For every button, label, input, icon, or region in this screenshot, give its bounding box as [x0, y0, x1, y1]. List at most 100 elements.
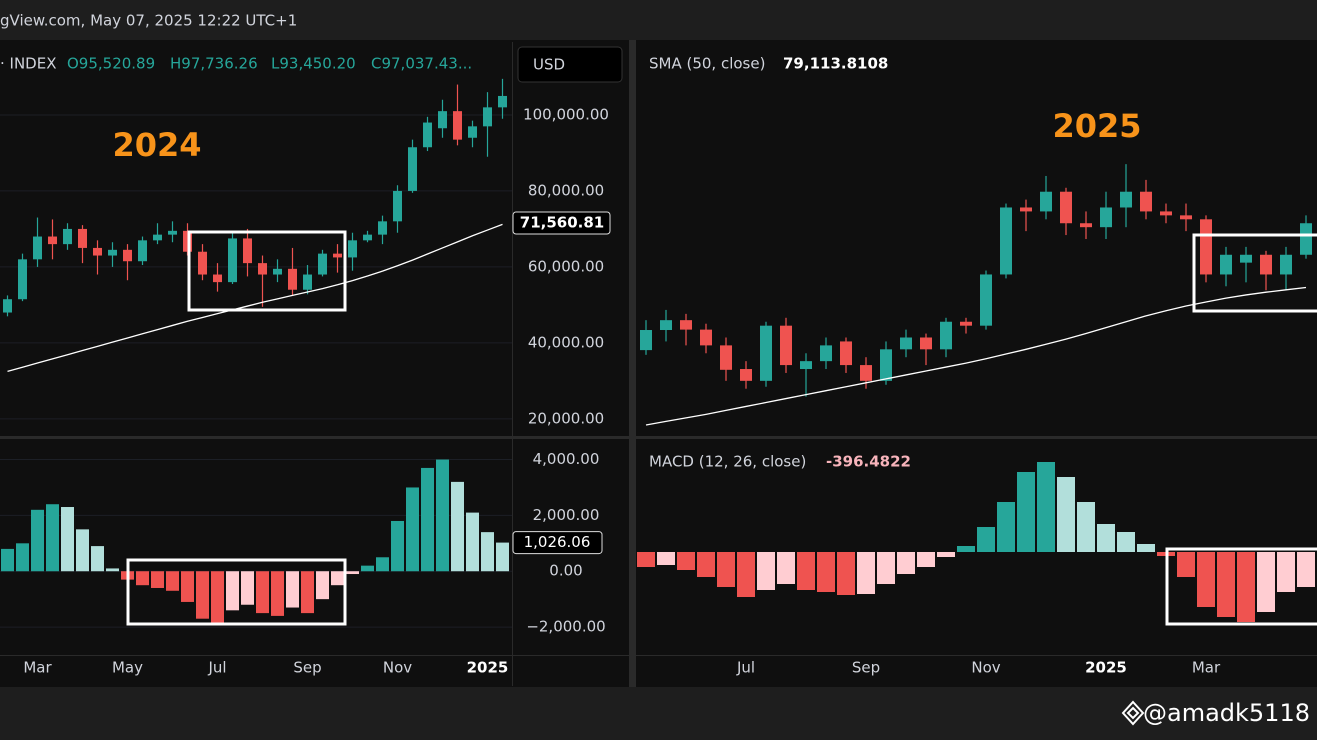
- macd-bar: [1117, 532, 1135, 552]
- macd-bar: [151, 571, 164, 588]
- candle-body: [468, 126, 477, 138]
- candle-body: [258, 263, 267, 275]
- candle-body: [18, 259, 27, 300]
- bottom-bar: [0, 687, 1317, 740]
- macd-bar: [797, 552, 815, 590]
- y-tick-label: 0.00: [549, 562, 582, 580]
- candle-body: [1100, 207, 1112, 228]
- macd-bar: [61, 507, 74, 572]
- sma-line: [7, 223, 503, 373]
- candle-body: [303, 274, 312, 290]
- candle-body: [423, 122, 432, 148]
- macd-bar: [301, 571, 314, 614]
- macd-bar: [331, 571, 344, 586]
- macd-bar: [837, 552, 855, 595]
- macd-bar: [1257, 552, 1275, 612]
- candle-body: [138, 240, 147, 262]
- macd-legend: MACD (12, 26, close): [649, 453, 806, 471]
- macd-bar: [1177, 552, 1195, 577]
- watermark-icon: [1121, 700, 1145, 726]
- currency-button[interactable]: [517, 46, 623, 83]
- macd-bar: [211, 571, 224, 625]
- macd-bar: [286, 571, 299, 608]
- candle-body: [498, 95, 507, 108]
- candle-body: [198, 251, 207, 275]
- candle-body: [680, 320, 692, 330]
- macd-bar: [777, 552, 795, 584]
- candle-body: [1040, 191, 1052, 212]
- candle-body: [288, 268, 297, 290]
- y-tick-label: 4,000.00: [533, 450, 600, 468]
- macd-bar: [697, 552, 715, 577]
- macd-bar: [496, 542, 509, 572]
- macd-bar: [106, 568, 119, 572]
- candle-body: [93, 247, 102, 256]
- candle-body: [940, 321, 952, 350]
- candle-body: [720, 345, 732, 370]
- macd-bar: [166, 571, 179, 591]
- macd-bar: [817, 552, 835, 592]
- macd-bar: [677, 552, 695, 570]
- currency-label[interactable]: USD: [533, 56, 565, 74]
- candle-body: [880, 349, 892, 381]
- macd-bar: [256, 571, 269, 614]
- macd-bar: [977, 527, 995, 552]
- macd-bar: [481, 532, 494, 572]
- x-tick-label: May: [112, 659, 143, 677]
- candle-body: [228, 238, 237, 283]
- candle-body: [1180, 215, 1192, 220]
- candle-body: [640, 330, 652, 351]
- candle-body: [393, 190, 402, 222]
- macd-bar: [1, 548, 14, 572]
- macd-bar: [1097, 524, 1115, 552]
- candle-body: [1060, 191, 1072, 224]
- y-tick-label: 80,000.00: [528, 181, 604, 199]
- x-tick-label: Jul: [736, 659, 755, 677]
- candle-body: [123, 249, 132, 262]
- candle-body: [1240, 254, 1252, 263]
- macd-bar: [406, 487, 419, 572]
- candle-body: [318, 253, 327, 275]
- candle-body: [820, 345, 832, 362]
- macd-bar: [346, 571, 359, 575]
- candle-body: [660, 320, 672, 331]
- left-panel: [0, 78, 512, 628]
- macd-bar: [31, 509, 44, 572]
- sma-line: [645, 286, 1307, 426]
- x-tick-label: Jul: [207, 659, 226, 677]
- macd-bar: [857, 552, 875, 594]
- macd-bar: [316, 571, 329, 600]
- macd-bar: [937, 552, 955, 557]
- macd-bar: [957, 546, 975, 552]
- year-annotation: 2025: [1052, 107, 1141, 145]
- sma-legend: SMA (50, close): [649, 55, 765, 73]
- symbol-legend: · INDEX: [0, 55, 56, 73]
- macd-bar: [997, 502, 1015, 552]
- candle-body: [363, 234, 372, 241]
- candle-body: [760, 325, 772, 381]
- panel-separator: [629, 40, 636, 688]
- macd-tag-label: 1,026.06: [524, 533, 591, 551]
- candle-body: [1120, 191, 1132, 208]
- y-tick-label: −2,000.00: [526, 618, 605, 636]
- candle-body: [3, 299, 12, 313]
- candle-body: [333, 253, 342, 258]
- right-panel: [637, 164, 1315, 622]
- candle-body: [840, 341, 852, 366]
- y-tick-label: 40,000.00: [528, 333, 604, 351]
- y-tick-label: 60,000.00: [528, 257, 604, 275]
- ohlc-high: H97,736.26: [170, 55, 258, 73]
- y-tick-label: 20,000.00: [528, 409, 604, 427]
- candle-body: [48, 236, 57, 245]
- candle-body: [348, 240, 357, 258]
- candle-body: [78, 228, 87, 248]
- macd-bar: [361, 565, 374, 572]
- macd-bar: [1237, 552, 1255, 622]
- x-tick-label: Nov: [971, 659, 1000, 677]
- macd-bar: [877, 552, 895, 584]
- candle-body: [33, 236, 42, 260]
- macd-bar: [717, 552, 735, 587]
- macd-bar: [271, 571, 284, 616]
- macd-bar: [76, 529, 89, 572]
- price-tag: [512, 211, 611, 235]
